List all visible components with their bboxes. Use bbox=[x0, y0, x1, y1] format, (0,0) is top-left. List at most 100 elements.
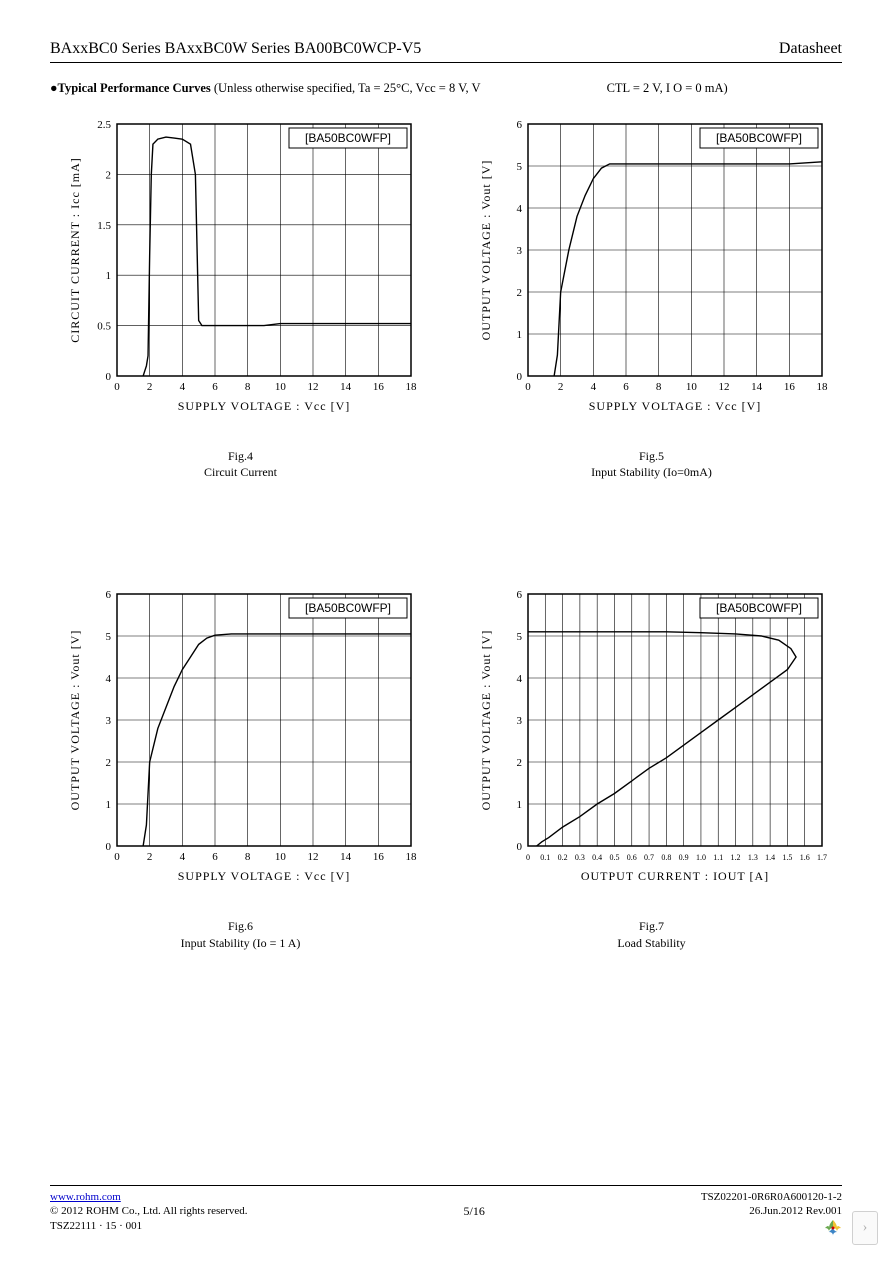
svg-text:1.5: 1.5 bbox=[97, 220, 111, 232]
svg-text:OUTPUT CURRENT : IOUT [A]: OUTPUT CURRENT : IOUT [A] bbox=[580, 869, 768, 883]
chart-svg-2: 0246810121416180123456[BA50BC0WFP]SUPPLY… bbox=[61, 580, 421, 900]
svg-text:0: 0 bbox=[114, 851, 120, 863]
svg-text:8: 8 bbox=[655, 381, 661, 393]
page-footer: www.rohm.com © 2012 ROHM Co., Ltd. All r… bbox=[50, 1185, 842, 1233]
svg-text:1: 1 bbox=[105, 799, 111, 811]
svg-text:3: 3 bbox=[516, 715, 522, 727]
svg-text:2.5: 2.5 bbox=[97, 119, 111, 131]
charts-grid: 02468101214161800.511.522.5[BA50BC0WFP]S… bbox=[50, 110, 842, 951]
section-title-rest: (Unless otherwise specified, Ta = 25°C, … bbox=[211, 81, 481, 95]
viewer-logo-icon bbox=[820, 1211, 846, 1245]
svg-text:0.6: 0.6 bbox=[626, 853, 636, 862]
svg-text:[BA50BC0WFP]: [BA50BC0WFP] bbox=[715, 131, 801, 145]
svg-text:1.4: 1.4 bbox=[765, 853, 775, 862]
svg-text:10: 10 bbox=[274, 851, 286, 863]
svg-text:5: 5 bbox=[516, 631, 522, 643]
page-header: BAxxBC0 Series BAxxBC0W Series BA00BC0WC… bbox=[50, 40, 842, 63]
svg-text:12: 12 bbox=[307, 851, 318, 863]
svg-text:1.2: 1.2 bbox=[730, 853, 740, 862]
svg-text:0: 0 bbox=[525, 381, 531, 393]
svg-text:4: 4 bbox=[179, 381, 185, 393]
svg-text:1.1: 1.1 bbox=[713, 853, 723, 862]
svg-text:OUTPUT VOLTAGE : Vout [V]: OUTPUT VOLTAGE : Vout [V] bbox=[479, 160, 493, 341]
chart-svg-0: 02468101214161800.511.522.5[BA50BC0WFP]S… bbox=[61, 110, 421, 430]
svg-text:1.0: 1.0 bbox=[695, 853, 705, 862]
svg-text:4: 4 bbox=[516, 203, 522, 215]
svg-text:2: 2 bbox=[105, 757, 111, 769]
svg-text:3: 3 bbox=[105, 715, 111, 727]
svg-text:2: 2 bbox=[516, 287, 522, 299]
svg-text:5: 5 bbox=[105, 631, 111, 643]
fig7-label: Fig.7Load Stability bbox=[617, 918, 685, 950]
svg-text:1.3: 1.3 bbox=[747, 853, 757, 862]
svg-text:6: 6 bbox=[623, 381, 629, 393]
svg-text:12: 12 bbox=[307, 381, 318, 393]
svg-text:1.7: 1.7 bbox=[817, 853, 827, 862]
svg-text:4: 4 bbox=[105, 673, 111, 685]
svg-text:0.2: 0.2 bbox=[557, 853, 567, 862]
next-page-button[interactable]: › bbox=[852, 1211, 878, 1245]
svg-text:0: 0 bbox=[105, 371, 111, 383]
svg-text:SUPPLY VOLTAGE : Vcc [V]: SUPPLY VOLTAGE : Vcc [V] bbox=[177, 869, 350, 883]
svg-text:0: 0 bbox=[114, 381, 120, 393]
svg-text:18: 18 bbox=[405, 851, 417, 863]
svg-text:SUPPLY VOLTAGE : Vcc [V]: SUPPLY VOLTAGE : Vcc [V] bbox=[588, 399, 761, 413]
svg-text:0: 0 bbox=[516, 371, 522, 383]
footer-copyright: © 2012 ROHM Co., Ltd. All rights reserve… bbox=[50, 1205, 247, 1217]
svg-text:3: 3 bbox=[516, 245, 522, 257]
svg-text:0.1: 0.1 bbox=[540, 853, 550, 862]
svg-text:OUTPUT VOLTAGE : Vout [V]: OUTPUT VOLTAGE : Vout [V] bbox=[479, 630, 493, 811]
svg-text:6: 6 bbox=[516, 589, 522, 601]
svg-text:10: 10 bbox=[274, 381, 286, 393]
footer-url[interactable]: www.rohm.com bbox=[50, 1191, 121, 1203]
svg-text:4: 4 bbox=[516, 673, 522, 685]
svg-text:2: 2 bbox=[146, 381, 152, 393]
fig6-label: Fig.6Input Stability (Io = 1 A) bbox=[181, 918, 301, 950]
svg-text:1: 1 bbox=[516, 329, 522, 341]
svg-text:6: 6 bbox=[212, 851, 218, 863]
svg-text:[BA50BC0WFP]: [BA50BC0WFP] bbox=[304, 601, 390, 615]
svg-text:1.6: 1.6 bbox=[799, 853, 809, 862]
nav-controls: › bbox=[820, 1211, 878, 1245]
svg-text:0: 0 bbox=[105, 841, 111, 853]
svg-text:SUPPLY VOLTAGE : Vcc [V]: SUPPLY VOLTAGE : Vcc [V] bbox=[177, 399, 350, 413]
svg-text:[BA50BC0WFP]: [BA50BC0WFP] bbox=[304, 131, 390, 145]
chart-fig5: 0246810121416180123456[BA50BC0WFP]SUPPLY… bbox=[461, 110, 842, 480]
section-title: ●Typical Performance Curves (Unless othe… bbox=[50, 81, 842, 96]
svg-text:0.4: 0.4 bbox=[592, 853, 602, 862]
svg-text:1: 1 bbox=[516, 799, 522, 811]
svg-text:16: 16 bbox=[372, 851, 384, 863]
svg-text:OUTPUT VOLTAGE : Vout [V]: OUTPUT VOLTAGE : Vout [V] bbox=[68, 630, 82, 811]
svg-text:CIRCUIT CURRENT : Icc [mA]: CIRCUIT CURRENT : Icc [mA] bbox=[68, 157, 82, 343]
section-title-right: CTL = 2 V, I O = 0 mA) bbox=[607, 81, 728, 96]
svg-text:16: 16 bbox=[783, 381, 795, 393]
svg-text:1: 1 bbox=[105, 270, 111, 282]
svg-text:0: 0 bbox=[526, 853, 530, 862]
svg-text:14: 14 bbox=[751, 381, 763, 393]
svg-text:0.5: 0.5 bbox=[609, 853, 619, 862]
svg-text:6: 6 bbox=[516, 119, 522, 131]
svg-text:18: 18 bbox=[405, 381, 417, 393]
svg-text:1.5: 1.5 bbox=[782, 853, 792, 862]
svg-text:4: 4 bbox=[590, 381, 596, 393]
footer-tsz-right: TSZ02201-0R6R0A600120-1-2 bbox=[701, 1191, 842, 1203]
svg-text:2: 2 bbox=[557, 381, 563, 393]
svg-text:8: 8 bbox=[244, 851, 250, 863]
svg-text:0.5: 0.5 bbox=[97, 321, 111, 333]
chart-fig4: 02468101214161800.511.522.5[BA50BC0WFP]S… bbox=[50, 110, 431, 480]
svg-text:5: 5 bbox=[516, 161, 522, 173]
svg-text:4: 4 bbox=[179, 851, 185, 863]
chart-svg-1: 0246810121416180123456[BA50BC0WFP]SUPPLY… bbox=[472, 110, 832, 430]
footer-left: www.rohm.com © 2012 ROHM Co., Ltd. All r… bbox=[50, 1190, 247, 1233]
svg-text:0.3: 0.3 bbox=[574, 853, 584, 862]
svg-text:2: 2 bbox=[105, 169, 111, 181]
header-doc-type: Datasheet bbox=[779, 40, 842, 58]
svg-text:6: 6 bbox=[212, 381, 218, 393]
svg-text:2: 2 bbox=[516, 757, 522, 769]
footer-tsz-left: TSZ22111 · 15 · 001 bbox=[50, 1220, 142, 1232]
svg-text:14: 14 bbox=[340, 851, 352, 863]
section-title-bold: ●Typical Performance Curves bbox=[50, 81, 211, 95]
footer-pageno: 5/16 bbox=[463, 1204, 484, 1219]
chart-svg-3: 00.10.20.30.40.50.60.70.80.91.01.11.21.3… bbox=[472, 580, 832, 900]
svg-text:6: 6 bbox=[105, 589, 111, 601]
